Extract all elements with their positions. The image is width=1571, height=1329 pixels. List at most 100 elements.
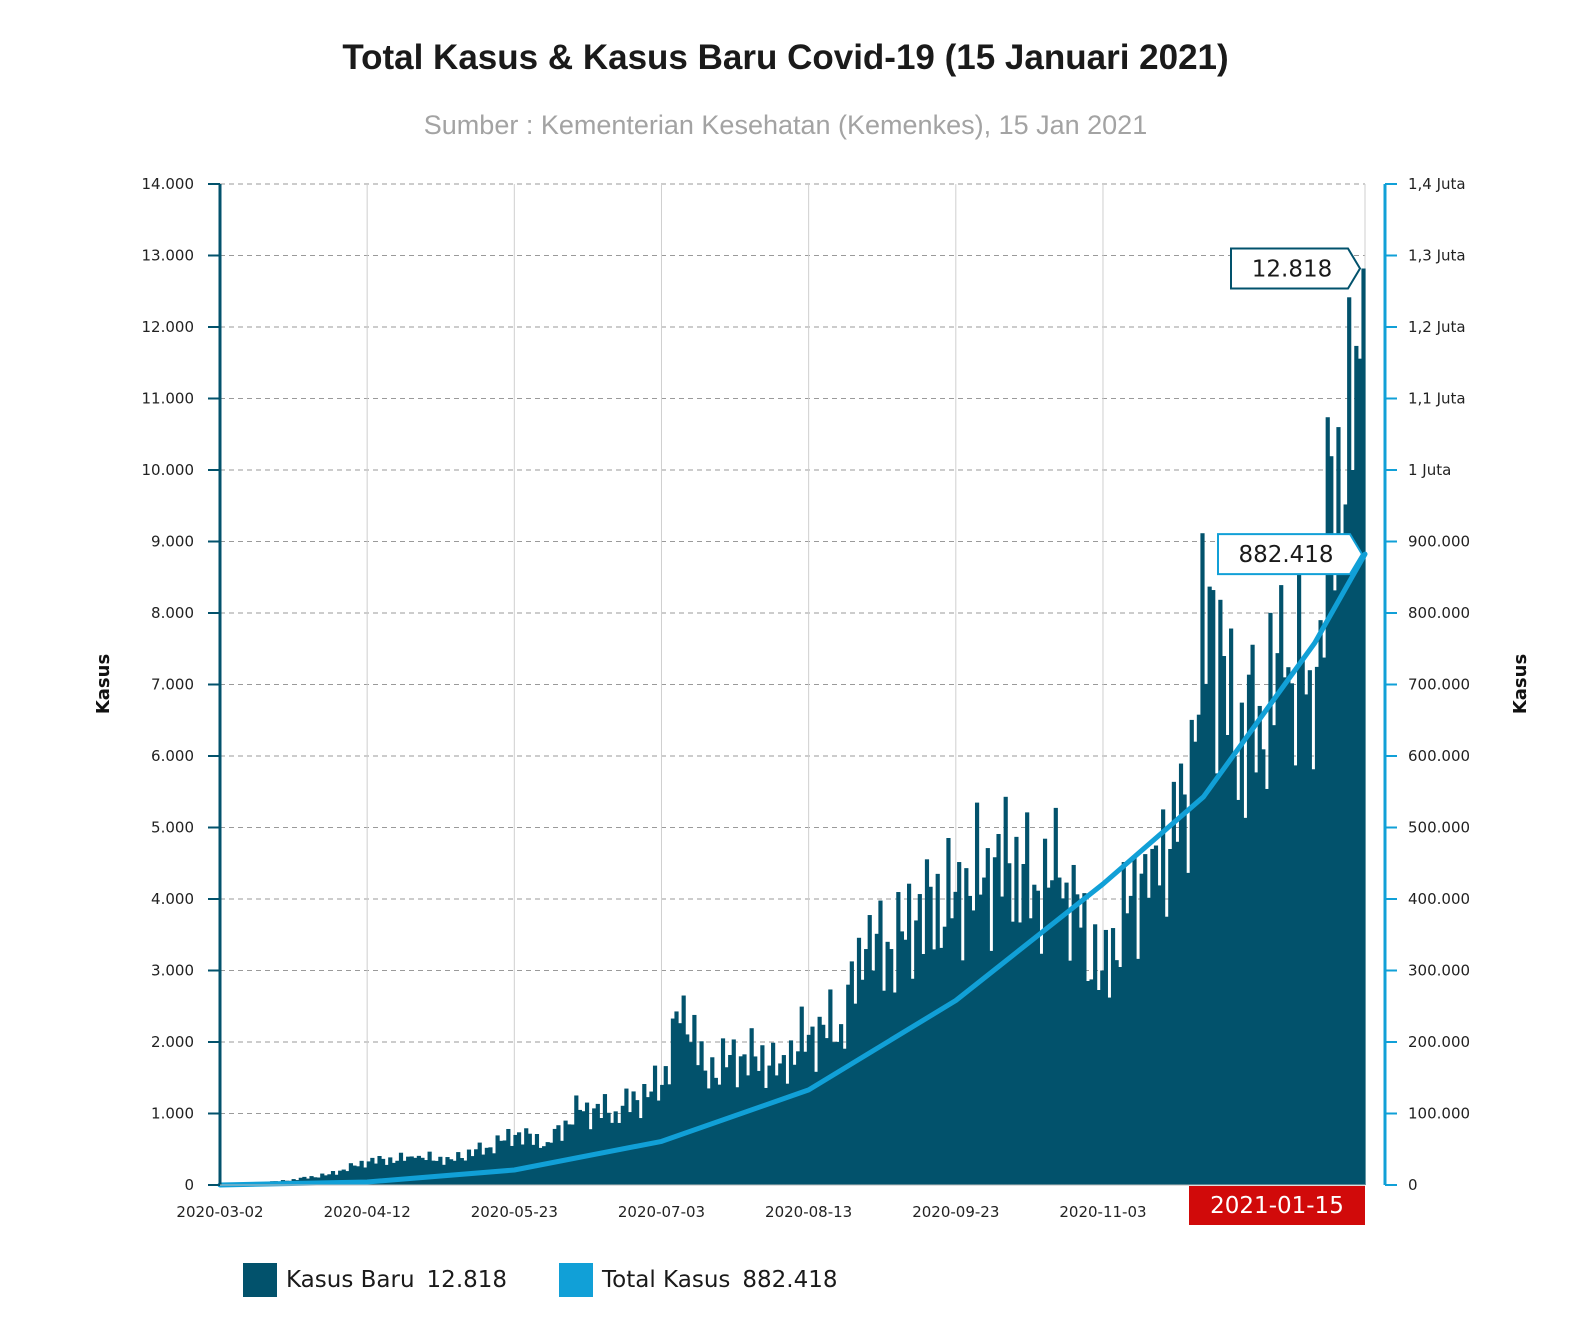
bar-kasus-baru xyxy=(1271,725,1277,1185)
highlight-date-label: 2021-01-15 xyxy=(1210,1193,1344,1219)
bar-kasus-baru xyxy=(456,1152,461,1185)
bar-kasus-baru xyxy=(1161,809,1166,1185)
bar-kasus-baru xyxy=(402,1160,407,1185)
bar-kasus-baru xyxy=(1200,533,1205,1185)
bar-kasus-baru xyxy=(678,1023,683,1185)
bar-kasus-baru xyxy=(395,1160,400,1185)
bar-kasus-baru xyxy=(781,1055,786,1185)
bar-kasus-baru xyxy=(763,1087,769,1185)
bar-kasus-baru xyxy=(1153,845,1159,1185)
bar-kasus-baru xyxy=(1307,670,1312,1185)
bar-kasus-baru xyxy=(860,979,865,1185)
legend-value-kasus-baru: 12.818 xyxy=(426,1267,508,1293)
bar-kasus-baru xyxy=(370,1157,375,1185)
bar-kasus-baru xyxy=(949,918,955,1185)
legend-item-total-kasus[interactable]: Total Kasus 882.418 xyxy=(559,1263,838,1297)
bar-kasus-baru xyxy=(352,1165,357,1185)
bar-kasus-baru xyxy=(1132,855,1137,1185)
bar-kasus-baru xyxy=(1246,674,1252,1185)
bar-kasus-baru xyxy=(688,1042,693,1185)
bar-kasus-baru xyxy=(1103,929,1108,1185)
bar-kasus-baru xyxy=(735,1087,740,1185)
callout-value-total-kasus: 882.418 xyxy=(1238,542,1333,568)
bar-kasus-baru xyxy=(1211,590,1216,1185)
bar-kasus-baru xyxy=(1110,928,1116,1185)
bar-kasus-baru xyxy=(1261,749,1266,1185)
bar-kasus-baru xyxy=(881,990,887,1185)
bar-kasus-baru xyxy=(1193,741,1198,1185)
bar-kasus-baru xyxy=(1039,953,1044,1185)
bar-kasus-baru xyxy=(885,941,890,1185)
bar-kasus-baru xyxy=(1243,817,1248,1185)
bar-kasus-baru xyxy=(928,886,933,1185)
bar-kasus-baru xyxy=(502,1140,507,1185)
bar-kasus-baru xyxy=(1297,562,1302,1185)
bar-kasus-baru xyxy=(1286,667,1291,1185)
left-axis-tick-label: 0 xyxy=(184,1176,194,1194)
bar-kasus-baru xyxy=(939,947,944,1185)
bar-kasus-baru xyxy=(695,1065,701,1185)
bar-kasus-baru xyxy=(785,1083,790,1185)
bar-kasus-baru xyxy=(1168,848,1173,1185)
bar-kasus-baru xyxy=(799,1006,804,1185)
bar-kasus-baru xyxy=(459,1158,464,1185)
bar-kasus-baru xyxy=(563,1120,568,1185)
right-axis-tick-label: 800.000 xyxy=(1408,604,1470,622)
bar-kasus-baru xyxy=(903,939,908,1185)
left-axis-tick-label: 12.000 xyxy=(142,318,195,336)
bar-kasus-baru xyxy=(996,833,1001,1185)
bar-kasus-baru xyxy=(584,1102,590,1185)
x-axis-tick-label: 2020-07-03 xyxy=(618,1203,705,1221)
x-axis-tick-label: 2020-08-13 xyxy=(765,1203,852,1221)
legend-value-total-kasus: 882.418 xyxy=(742,1267,838,1293)
bar-kasus-baru xyxy=(738,1056,744,1185)
bar-kasus-baru xyxy=(359,1160,364,1185)
bar-kasus-baru xyxy=(1014,836,1019,1185)
bar-kasus-baru xyxy=(924,859,930,1185)
bar-kasus-baru xyxy=(921,954,926,1185)
bar-kasus-baru xyxy=(749,1028,754,1185)
bar-kasus-baru xyxy=(556,1125,561,1185)
right-axis-tick-label: 0 xyxy=(1408,1176,1418,1194)
x-axis-tick-label: 2020-03-02 xyxy=(176,1203,263,1221)
bar-kasus-baru xyxy=(1182,794,1187,1185)
bar-kasus-baru xyxy=(1207,586,1212,1185)
bar-kasus-baru xyxy=(788,1040,794,1185)
bar-kasus-baru xyxy=(1025,812,1030,1185)
bar-kasus-baru xyxy=(670,1018,676,1185)
bar-kasus-baru xyxy=(849,961,854,1185)
bar-kasus-baru xyxy=(488,1147,493,1185)
bar-kasus-baru xyxy=(796,1051,801,1185)
chart-subtitle: Sumber : Kementerian Kesehatan (Kemenkes… xyxy=(423,110,1148,140)
bar-kasus-baru xyxy=(1347,297,1352,1186)
left-axis-tick-label: 8.000 xyxy=(151,604,194,622)
bar-kasus-baru xyxy=(917,894,922,1185)
bar-kasus-baru xyxy=(1128,895,1134,1185)
bar-kasus-baru xyxy=(423,1160,429,1185)
bar-kasus-baru xyxy=(1068,960,1073,1185)
left-axis-tick-label: 2.000 xyxy=(151,1033,194,1051)
bar-kasus-baru xyxy=(914,920,919,1185)
bar-kasus-baru xyxy=(1318,620,1323,1185)
bar-kasus-baru xyxy=(889,949,894,1185)
bar-kasus-baru xyxy=(1125,913,1130,1185)
bar-kasus-baru xyxy=(1078,927,1083,1185)
legend-swatch-kasus-baru xyxy=(243,1263,277,1297)
bar-kasus-baru xyxy=(1032,884,1037,1185)
bar-kasus-baru xyxy=(806,1034,811,1185)
right-axis-tick-label: 1,2 Juta xyxy=(1408,318,1466,336)
bar-kasus-baru xyxy=(810,1026,815,1185)
bar-kasus-baru xyxy=(1157,885,1162,1185)
bar-kasus-baru xyxy=(1114,960,1119,1185)
bar-kasus-baru xyxy=(509,1145,515,1185)
bar-kasus-baru xyxy=(957,862,962,1185)
bar-kasus-baru xyxy=(1003,796,1008,1185)
bar-kasus-baru xyxy=(1028,918,1033,1185)
bar-kasus-baru xyxy=(1343,504,1348,1186)
bar-kasus-baru xyxy=(323,1175,328,1185)
left-axis-tick-label: 6.000 xyxy=(151,747,194,765)
bar-kasus-baru xyxy=(1350,470,1355,1185)
bar-kasus-baru xyxy=(434,1160,439,1185)
legend-item-kasus-baru[interactable]: Kasus Baru 12.818 xyxy=(243,1263,507,1297)
